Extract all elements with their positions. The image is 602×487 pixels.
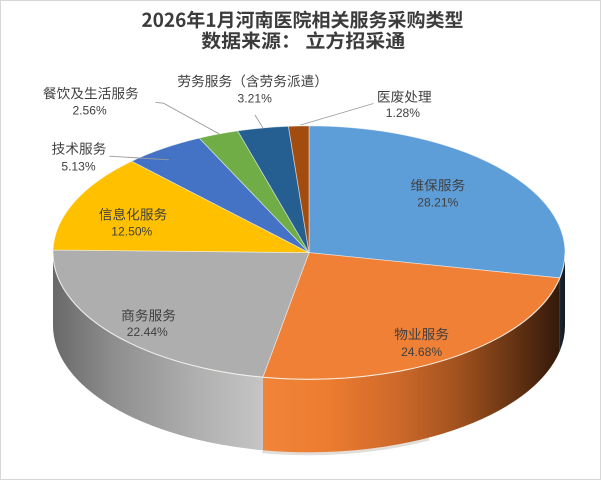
svg-text:1.28%: 1.28% — [386, 106, 421, 120]
svg-text:24.68%: 24.68% — [401, 345, 442, 359]
svg-text:12.50%: 12.50% — [111, 225, 152, 239]
svg-text:22.44%: 22.44% — [127, 325, 168, 339]
svg-text:3.21%: 3.21% — [238, 92, 273, 106]
svg-text:2.56%: 2.56% — [72, 103, 107, 117]
svg-text:28.21%: 28.21% — [417, 195, 458, 209]
svg-text:5.13%: 5.13% — [61, 160, 96, 174]
